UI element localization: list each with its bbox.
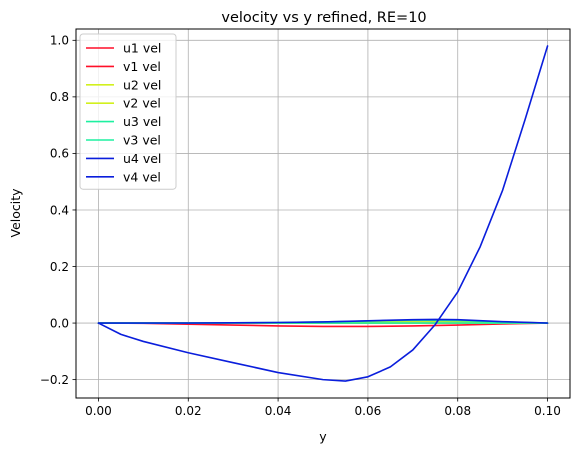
legend-label: v2 vel (123, 96, 161, 111)
x-tick-label: 0.10 (534, 404, 561, 418)
x-axis-label: y (319, 429, 327, 444)
y-axis-label: Velocity (8, 188, 23, 238)
legend-label: u4 vel (123, 151, 161, 166)
legend-label: u1 vel (123, 41, 161, 56)
y-tick-label: 0.6 (50, 147, 69, 161)
legend: u1 vel v1 vel u2 vel v2 vel u3 vel v3 vel u4 v… (79, 33, 177, 190)
y-tick-label: 1.0 (50, 34, 69, 48)
legend-label: u3 vel (123, 114, 161, 129)
y-tick-label: 0.8 (50, 90, 69, 104)
tick-layer: 0.00 0.02 0.04 0.06 0.08 0.10 −0.2 0.0 0.2 0.4 0.6… (40, 34, 561, 418)
y-tick-label: 0.0 (50, 316, 69, 330)
series-line-v4-vel (97, 318, 549, 324)
x-tick-label: 0.02 (175, 404, 202, 418)
legend-label: v4 vel (123, 169, 161, 184)
y-tick-label: −0.2 (40, 373, 69, 387)
x-tick-label: 0.04 (265, 404, 292, 418)
x-tick-label: 0.06 (355, 404, 382, 418)
series-line-u4-vel (97, 45, 549, 382)
legend-label: v3 vel (123, 133, 161, 148)
chart-title: velocity vs y refined, RE=10 (221, 10, 426, 26)
legend-label: u2 vel (123, 77, 161, 92)
x-tick-label: 0.00 (85, 404, 112, 418)
series-layer (97, 45, 549, 382)
legend-box (79, 33, 177, 190)
plot-frame (75, 28, 571, 399)
legend-label: v1 vel (123, 59, 161, 74)
series-line-v1-vel (97, 322, 549, 328)
y-tick-label: 0.4 (50, 203, 69, 217)
x-tick-label: 0.08 (444, 404, 471, 418)
y-tick-label: 0.2 (50, 260, 69, 274)
